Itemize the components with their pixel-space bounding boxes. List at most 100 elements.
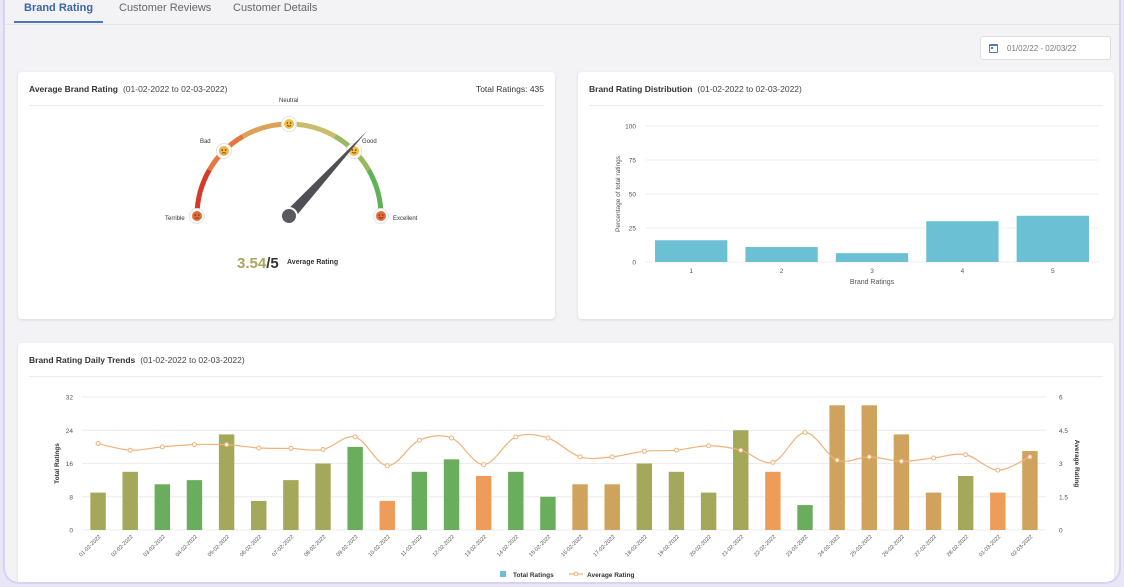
average-rating-point[interactable] [931, 455, 937, 461]
dist-bar[interactable] [655, 240, 728, 262]
average-rating-point[interactable] [416, 437, 422, 443]
emoji-mouth [286, 124, 292, 127]
trend-bar[interactable] [733, 430, 749, 530]
trend-bar[interactable] [475, 475, 492, 530]
rating-emoji-face [218, 145, 229, 156]
average-rating-point[interactable] [127, 447, 133, 453]
average-rating-point[interactable] [513, 434, 519, 440]
trend-bar[interactable] [861, 405, 877, 530]
trend-x-tick: 02-03-2022 [1010, 534, 1034, 558]
trend-bar[interactable] [411, 471, 428, 530]
trend-x-tick: 15-02-2022 [528, 534, 552, 558]
tab-brand-rating[interactable]: Brand Rating [14, 0, 104, 23]
rating-gauge: Terrible Bad Neutral Good Excellent [165, 98, 418, 225]
distribution-chart: 0 25 50 75 100 1 2 3 4 5 Brand Ratings Percentage o… [615, 124, 1098, 286]
trend-x-tick: 01-03-2022 [978, 534, 1002, 558]
average-rating-point[interactable] [802, 429, 808, 435]
average-rating-point[interactable] [1027, 454, 1033, 460]
dist-bar[interactable] [835, 253, 909, 262]
trend-x-tick: 03-02-2022 [143, 534, 167, 558]
average-rating-point[interactable] [963, 452, 969, 458]
average-rating-point[interactable] [256, 445, 262, 451]
trend-bar[interactable] [636, 463, 653, 531]
trend-bar[interactable] [186, 480, 203, 530]
emoji-mouth [351, 151, 357, 154]
average-rating-point[interactable] [320, 447, 326, 453]
average-rating-point[interactable] [577, 454, 583, 460]
average-rating-point[interactable] [706, 443, 712, 449]
emoji-eye [378, 214, 381, 216]
dist-bar[interactable] [745, 247, 818, 262]
average-rating-point[interactable] [224, 442, 230, 448]
average-rating-point[interactable] [641, 448, 647, 454]
dist-bar[interactable] [1016, 215, 1089, 262]
trend-bar[interactable] [347, 446, 363, 530]
trend-bar[interactable] [797, 505, 813, 530]
average-rating-point[interactable] [673, 447, 679, 453]
average-rating-point[interactable] [770, 459, 776, 465]
trend-bar[interactable] [668, 471, 685, 530]
trend-bar[interactable] [90, 492, 106, 530]
trend-x-tick: 21-02-2022 [721, 534, 745, 558]
trend-bar[interactable] [283, 480, 299, 530]
dist-y-tick: 25 [629, 226, 637, 233]
average-rating-point[interactable] [159, 444, 165, 450]
legend-total-ratings[interactable]: Total Ratings [513, 572, 554, 579]
average-rating-point[interactable] [288, 445, 294, 451]
average-rating-point[interactable] [898, 458, 904, 464]
trend-bar[interactable] [1022, 451, 1038, 530]
legend-average-rating-marker [573, 571, 579, 577]
trend-bar[interactable] [829, 405, 845, 530]
average-rating-point[interactable] [834, 457, 840, 463]
trend-x-tick: 25-02-2022 [850, 534, 874, 558]
trend-y-axis-label: Total Ratings [54, 443, 61, 484]
trend-bar[interactable] [315, 463, 331, 531]
emoji-eye [354, 149, 357, 151]
average-rating-point[interactable] [481, 462, 487, 468]
trend-bar[interactable] [957, 475, 974, 530]
trend-bar[interactable] [925, 492, 942, 530]
trend-bar[interactable] [990, 492, 1006, 530]
trend-bar[interactable] [379, 500, 395, 530]
trend-bar[interactable] [122, 471, 138, 530]
trend-bar[interactable] [540, 496, 556, 530]
trend-bar[interactable] [251, 500, 267, 530]
trend-x-tick: 05-02-2022 [207, 534, 231, 558]
trend-bar[interactable] [218, 434, 235, 530]
average-rating-point[interactable] [352, 434, 358, 440]
trend-bar[interactable] [893, 434, 910, 530]
trend-x-tick: 20-02-2022 [689, 534, 713, 558]
trend-bar[interactable] [154, 484, 171, 530]
average-rating-point[interactable] [995, 467, 1001, 473]
average-rating-point[interactable] [449, 435, 455, 441]
average-rating-point[interactable] [95, 441, 101, 447]
gauge-card-range: (01-02-2022 to 02-03-2022) [122, 83, 228, 94]
average-rating-point[interactable] [609, 454, 615, 460]
dist-y-tick: 0 [632, 260, 636, 267]
trend-bar[interactable] [700, 492, 717, 530]
trend-bar[interactable] [508, 471, 524, 530]
emoji-mouth [194, 217, 200, 219]
tab-customer-reviews[interactable]: Customer Reviews [119, 2, 212, 14]
trend-bar[interactable] [604, 484, 620, 530]
legend-average-rating[interactable]: Average Rating [587, 572, 634, 579]
trend-x-tick: 18-02-2022 [625, 534, 649, 558]
dist-bar[interactable] [926, 221, 999, 262]
trend-bar[interactable] [572, 484, 588, 530]
gauge-label-excellent: Excellent [393, 216, 418, 222]
trend-bar[interactable] [765, 471, 781, 530]
trend-y-tick: 24 [66, 428, 74, 435]
trend-x-tick: 19-02-2022 [657, 534, 681, 558]
average-rating-point[interactable] [191, 442, 197, 448]
average-rating-point[interactable] [384, 463, 390, 469]
date-range-picker[interactable]: 01/02/22 - 02/03/22 [980, 36, 1111, 60]
trend-x-tick: 04-02-2022 [175, 534, 199, 558]
average-rating-point[interactable] [866, 454, 872, 460]
trend-x-tick: 13-02-2022 [464, 534, 488, 558]
average-rating-point[interactable] [738, 447, 744, 453]
average-rating-point[interactable] [545, 435, 551, 441]
emoji-eye [381, 214, 384, 216]
tab-customer-details[interactable]: Customer Details [233, 2, 318, 14]
trend-bar[interactable] [443, 459, 460, 530]
trend-y2-tick: 4.5 [1059, 428, 1068, 435]
